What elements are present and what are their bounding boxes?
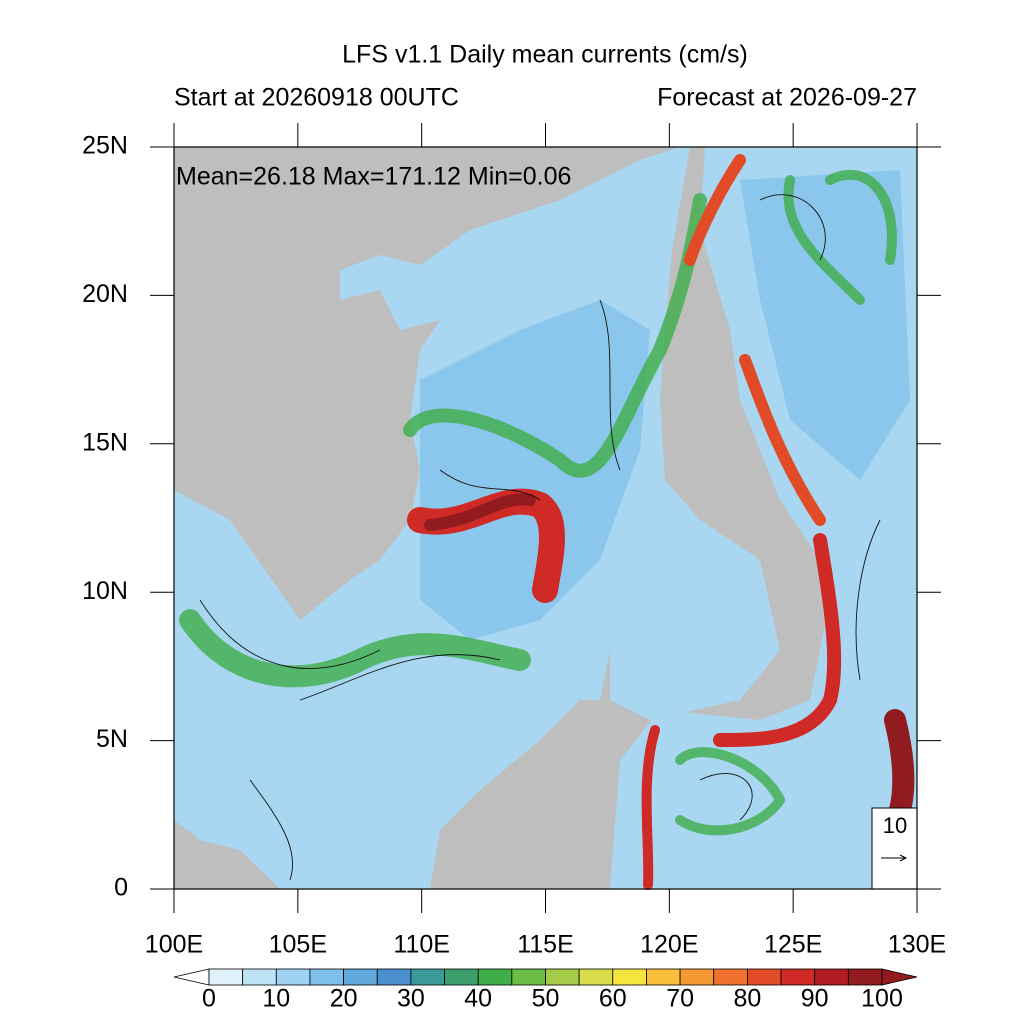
x-tick-label: 105E <box>269 931 327 959</box>
colorbar-box <box>477 968 513 986</box>
colorbar-box <box>612 968 647 986</box>
colorbar-label: 100 <box>861 985 903 1013</box>
current-band <box>424 493 536 531</box>
current-band <box>684 154 826 526</box>
colorbar-box <box>847 968 883 986</box>
colorbar-box <box>444 968 479 986</box>
colorbar-box <box>747 968 782 986</box>
x-tick-label: 115E <box>517 931 574 959</box>
current-band <box>675 747 785 836</box>
stats: Mean=26.18 Max=171.12 Min=0.06 <box>176 163 571 191</box>
ocean-field <box>174 147 917 890</box>
colorbar-label: 10 <box>262 985 290 1013</box>
colorbar-box <box>713 968 748 986</box>
x-tick-label: 100E <box>145 931 203 959</box>
title: LFS v1.1 Daily mean currents (cm/s) <box>342 41 748 69</box>
colorbar-box <box>208 968 244 986</box>
colorbar-box <box>376 968 412 986</box>
current-band <box>403 193 707 478</box>
colorbar-label: 70 <box>666 985 694 1013</box>
colorbar-box <box>814 968 849 986</box>
streamline <box>199 194 881 881</box>
mid-speed-area <box>420 300 650 640</box>
reference-box <box>871 807 918 890</box>
current-band <box>179 609 531 688</box>
x-tick-label: 125E <box>764 931 822 959</box>
current-band <box>884 709 915 821</box>
colorbar-label: 50 <box>532 985 560 1013</box>
y-tick-label: 5N <box>96 725 128 753</box>
y-tick-label: 0 <box>114 874 128 902</box>
colorbar-label: 40 <box>464 985 492 1013</box>
y-tick-label: 10N <box>82 577 128 605</box>
colorbar-under <box>173 968 210 986</box>
colorbar-over <box>881 968 918 986</box>
right-subtitle: Forecast at 2026-09-27 <box>657 84 917 112</box>
colorbar-box <box>343 968 378 986</box>
colorbar-box <box>511 968 546 986</box>
current-band <box>783 169 897 305</box>
x-tick-label: 120E <box>640 931 698 959</box>
colorbar-box <box>780 968 816 986</box>
reference-arrow <box>881 854 908 862</box>
x-tick-label: 110E <box>393 931 450 959</box>
colorbar-label: 30 <box>397 985 425 1013</box>
left-subtitle: Start at 20260918 00UTC <box>174 84 459 112</box>
colorbar-box <box>679 968 715 986</box>
colorbar-label: 80 <box>733 985 761 1013</box>
current-band <box>641 725 660 890</box>
colorbar-box <box>275 968 311 986</box>
colorbar-box <box>578 968 614 986</box>
mid-speed-area <box>740 170 910 480</box>
colorbar-box <box>646 968 681 986</box>
colorbar-box <box>309 968 345 986</box>
current-band <box>713 533 842 747</box>
colorbar-label: 0 <box>202 985 216 1013</box>
colorbar-box <box>410 968 445 986</box>
sulu-sea <box>610 520 780 720</box>
colorbar-label: 90 <box>801 985 829 1013</box>
colorbar-label: 20 <box>330 985 358 1013</box>
colorbar-box <box>242 968 277 986</box>
y-tick-label: 15N <box>82 428 128 456</box>
x-tick-label: 130E <box>888 931 946 959</box>
y-tick-label: 20N <box>82 280 128 308</box>
colorbar-box <box>545 968 580 986</box>
colorbar-label: 60 <box>599 985 627 1013</box>
y-tick-label: 25N <box>82 132 128 160</box>
reference-label: 10 <box>883 813 907 838</box>
